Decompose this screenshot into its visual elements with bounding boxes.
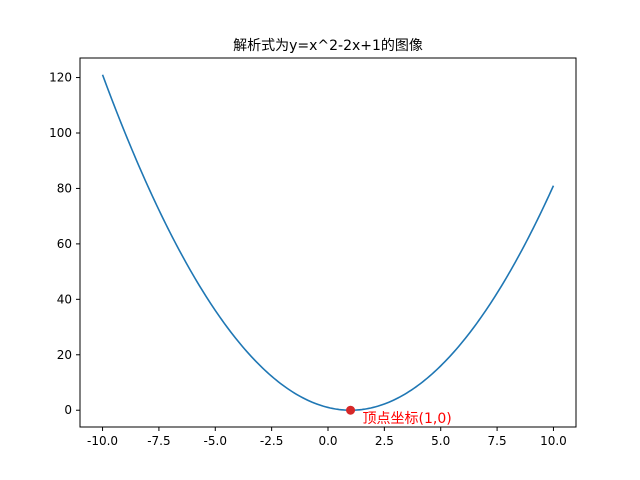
y-tick-label: 120 — [49, 71, 72, 85]
x-tick-label: 2.5 — [375, 434, 394, 448]
x-tick-label: 5.0 — [431, 434, 450, 448]
vertex-point — [346, 405, 356, 415]
x-tick-label: 10.0 — [540, 434, 567, 448]
y-tick-label: 100 — [49, 126, 72, 140]
series-line-0 — [101, 74, 555, 412]
vertex-annotation: 顶点坐标(1,0) — [363, 411, 452, 427]
x-tick-label: -10.0 — [87, 434, 118, 448]
y-tick-label: 60 — [57, 237, 72, 251]
y-tick-label: 20 — [57, 348, 72, 362]
x-tick-label: -5.0 — [204, 434, 227, 448]
y-tick-label: 40 — [57, 292, 72, 306]
axes: -10.0 -7.5 -5.0 -2.5 0.0 2.5 5.0 7.5 10.0 0 20 40 60… — [49, 57, 577, 448]
x-tick-label: 0.0 — [318, 434, 337, 448]
chart-title: 解析式为y=x^2-2x+1的图像 — [233, 38, 423, 54]
y-tick-label: 0 — [64, 403, 72, 417]
plot-area — [101, 74, 555, 415]
x-tick-label: -7.5 — [147, 434, 170, 448]
x-tick-label: -2.5 — [260, 434, 283, 448]
x-tick-label: 7.5 — [488, 434, 507, 448]
y-tick-label: 80 — [57, 181, 72, 195]
